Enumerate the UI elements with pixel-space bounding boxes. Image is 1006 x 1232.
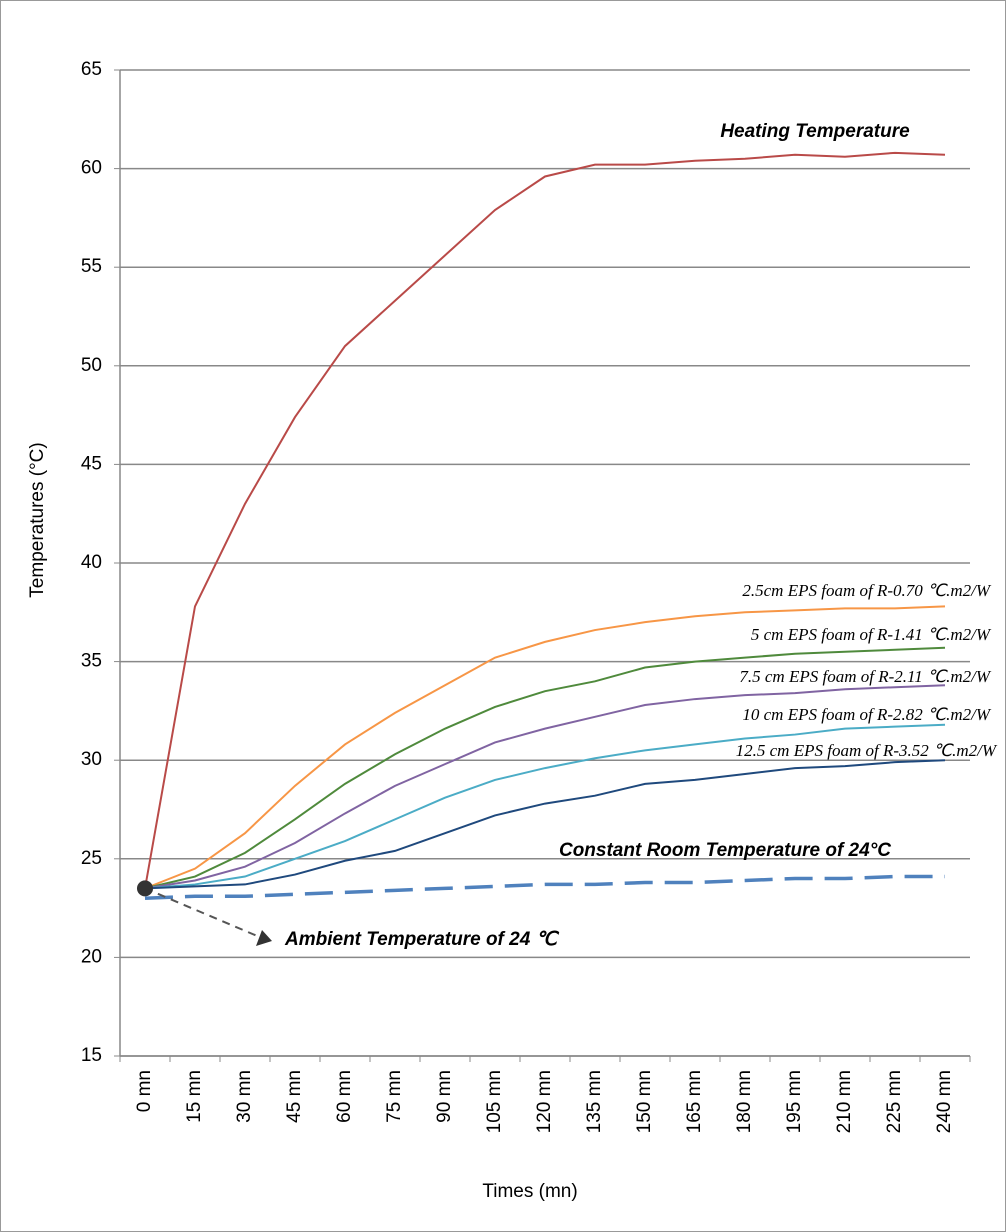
x-tick-label: 45 mn — [284, 1070, 305, 1123]
y-axis-title: Temperatures (°C) — [27, 442, 48, 597]
series-label: Constant Room Temperature of 24°C — [559, 840, 891, 861]
series-label: 2.5cm EPS foam of R-0.70 ℃.m2/W — [742, 581, 991, 600]
x-tick-label: 75 mn — [384, 1070, 405, 1123]
x-tick-label: 30 mn — [234, 1070, 255, 1123]
chart: Temperatures (°C) Times (mn) 15 20 25 30 35 4… — [0, 0, 1006, 1232]
series-line — [145, 153, 945, 889]
series-label: Heating Temperature — [720, 121, 910, 142]
y-tick-label: 55 — [81, 256, 102, 277]
x-tick-label: 120 mn — [534, 1070, 555, 1133]
x-tick-label: 105 mn — [484, 1070, 505, 1133]
x-tick-label: 195 mn — [784, 1070, 805, 1133]
start-dot — [137, 880, 153, 896]
series-label: 10 cm EPS foam of R-2.82 ℃.m2/W — [742, 705, 991, 724]
arrow-head — [256, 930, 272, 946]
x-axis-title: Times (mn) — [482, 1181, 577, 1202]
annotation: Ambient Temperature of 24 ℃ — [284, 929, 560, 950]
y-tick-label: 20 — [81, 946, 102, 967]
y-tick-label: 15 — [81, 1045, 102, 1066]
y-tick-label: 45 — [81, 453, 102, 474]
x-tick-label: 180 mn — [734, 1070, 755, 1133]
y-tick-label: 35 — [81, 651, 102, 672]
series-label: 5 cm EPS foam of R-1.41 ℃.m2/W — [751, 625, 992, 644]
x-tick-label: 240 mn — [934, 1070, 955, 1133]
x-tick-label: 15 mn — [184, 1070, 205, 1123]
x-tick-label: 90 mn — [434, 1070, 455, 1123]
x-tick-label: 60 mn — [334, 1070, 355, 1123]
y-tick-label: 25 — [81, 848, 102, 869]
frame — [1, 1, 1006, 1232]
y-tick-label: 60 — [81, 158, 102, 179]
y-tick-label: 40 — [81, 552, 102, 573]
x-tick-label: 150 mn — [634, 1070, 655, 1133]
y-tick-label: 65 — [81, 59, 102, 80]
y-tick-label: 30 — [81, 749, 102, 770]
series-label: 7.5 cm EPS foam of R-2.11 ℃.m2/W — [739, 667, 991, 686]
x-tick-label: 210 mn — [834, 1070, 855, 1133]
series-label: 12.5 cm EPS foam of R-3.52 ℃.m2/W — [736, 741, 998, 760]
x-tick-label: 135 mn — [584, 1070, 605, 1133]
y-tick-label: 50 — [81, 355, 102, 376]
x-tick-label: 225 mn — [884, 1070, 905, 1133]
x-tick-label: 165 mn — [684, 1070, 705, 1133]
x-tick-label: 0 mn — [134, 1070, 155, 1112]
